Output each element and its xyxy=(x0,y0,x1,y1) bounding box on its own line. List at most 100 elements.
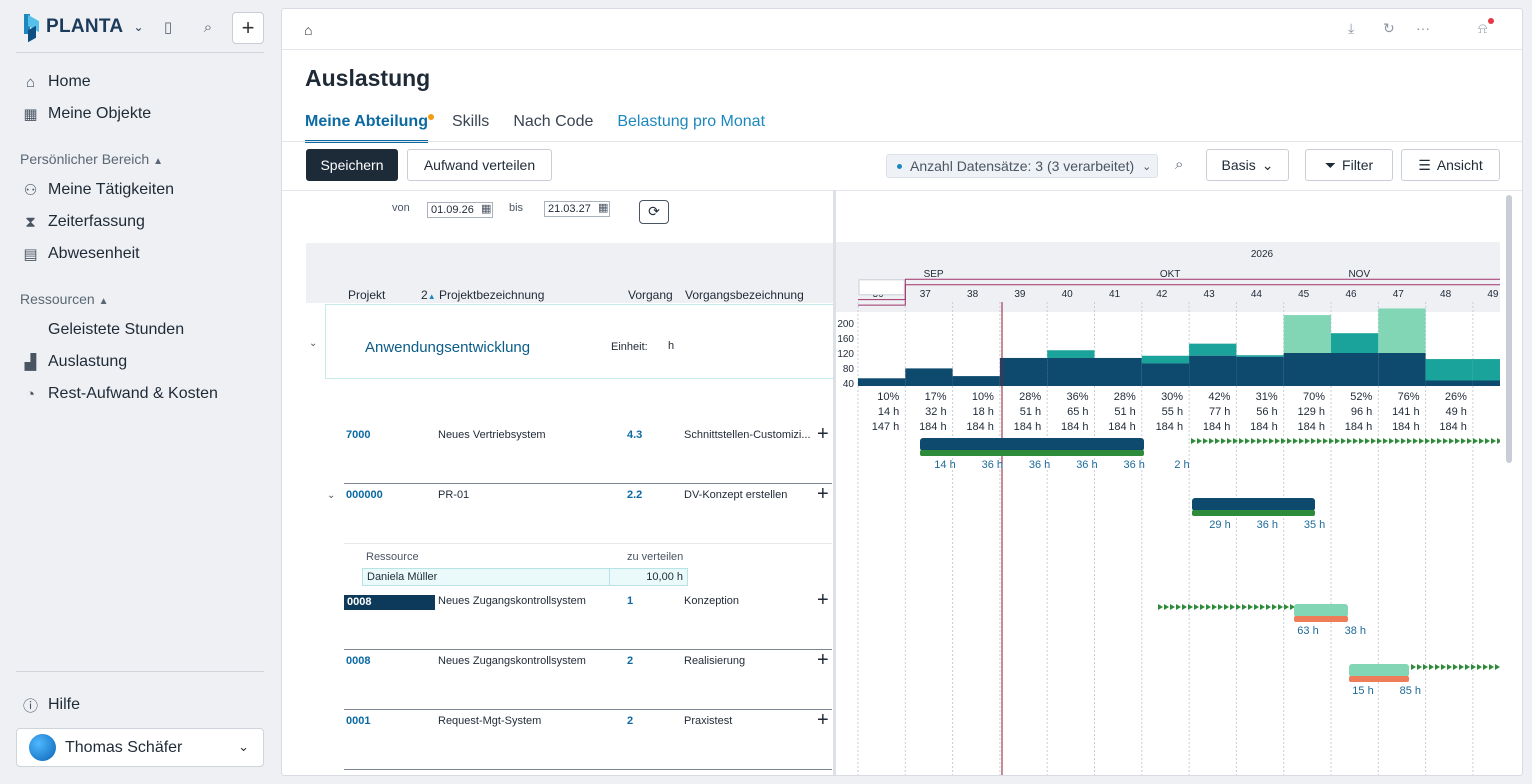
task-bar xyxy=(1192,498,1315,511)
project-code[interactable]: 0001 xyxy=(346,715,371,727)
add-row-icon[interactable]: + xyxy=(817,589,829,611)
planta-logo[interactable]: PLANTA ⌄ xyxy=(24,14,144,43)
distribute-value[interactable]: 10,00 h xyxy=(646,571,683,583)
vertical-scrollbar[interactable] xyxy=(1506,195,1512,463)
chevron-down-icon: ⌄ xyxy=(1142,160,1152,173)
nav-auslastung[interactable]: ▟ Auslastung xyxy=(22,350,127,374)
divider xyxy=(16,52,264,53)
project-code[interactable]: 7000 xyxy=(346,429,371,441)
task-bar-base xyxy=(920,450,1144,456)
divider xyxy=(282,141,1522,142)
calendar-icon[interactable]: ▦ xyxy=(598,202,609,214)
progress-arrow xyxy=(1281,438,1286,444)
view-button[interactable]: ☰ Ansicht xyxy=(1401,149,1500,181)
project-code[interactable]: 0008 xyxy=(346,655,371,667)
bell-icon[interactable]: ⍾ xyxy=(1478,20,1488,36)
add-button[interactable]: + xyxy=(232,12,264,44)
nav-hilfe[interactable]: ⓘ Hilfe xyxy=(22,693,80,717)
filter-button[interactable]: ⏷ Filter xyxy=(1305,149,1393,181)
refresh-icon[interactable]: ↻ xyxy=(1383,20,1395,36)
task-bar-base xyxy=(1349,676,1409,682)
chevron-down-icon[interactable]: ⌄ xyxy=(309,338,318,349)
col-vorgangsbezeichnung[interactable]: Vorgangsbezeichnung xyxy=(685,288,804,302)
divider xyxy=(609,569,610,585)
tab-nach-code[interactable]: Nach Code xyxy=(513,113,593,143)
progress-arrow xyxy=(1218,604,1223,610)
distribute-effort-button[interactable]: Aufwand verteilen xyxy=(407,149,552,181)
project-name: Neues Zugangskontrollsystem xyxy=(438,655,586,667)
capacity-value: 56 h xyxy=(1256,406,1277,418)
nav-meine-taetigkeiten[interactable]: ⚇ Meine Tätigkeiten xyxy=(22,178,174,202)
basis-dropdown[interactable]: Basis ⌄ xyxy=(1206,149,1289,181)
tab-label: Skills xyxy=(451,113,490,130)
nav-rest-aufwand[interactable]: ◔ Rest-Aufwand & Kosten xyxy=(22,382,218,406)
search-icon[interactable]: ⌕ xyxy=(203,19,213,36)
nav-zeiterfassung[interactable]: ⧗ Zeiterfassung xyxy=(22,210,145,234)
progress-arrow xyxy=(1489,664,1494,670)
task-code[interactable]: 2 xyxy=(627,715,634,727)
nav-home[interactable]: ⌂ Home xyxy=(22,70,91,94)
chevron-down-icon[interactable]: ⌄ xyxy=(133,20,144,34)
progress-arrow xyxy=(1299,438,1304,444)
more-icon[interactable]: ··· xyxy=(1416,20,1430,36)
progress-arrow xyxy=(1242,604,1247,610)
week-label: 38 xyxy=(967,289,979,300)
section-label: Persönlicher Bereich xyxy=(20,151,150,167)
sort-indicator[interactable]: 2▲ xyxy=(421,288,436,302)
task-code[interactable]: 2 xyxy=(627,655,634,667)
nav-abwesenheit[interactable]: ▤ Abwesenheit xyxy=(22,242,140,266)
home-icon[interactable]: ⌂ xyxy=(304,22,313,38)
capacity-value: 30% xyxy=(1161,391,1183,403)
add-row-icon[interactable]: + xyxy=(817,423,829,445)
nav-geleistete-stunden[interactable]: Geleistete Stunden xyxy=(22,318,184,342)
capacity-line-upper xyxy=(858,278,1500,301)
save-button[interactable]: Speichern xyxy=(306,149,398,181)
refresh-button[interactable]: ⟳ xyxy=(639,200,669,224)
divider xyxy=(16,671,264,672)
task-code[interactable]: 2.2 xyxy=(627,489,643,501)
task-code[interactable]: 4.3 xyxy=(627,429,643,441)
pane-splitter[interactable] xyxy=(833,190,836,775)
nav-meine-objekte[interactable]: ▦ Meine Objekte xyxy=(22,102,151,126)
tab-label: Nach Code xyxy=(513,113,594,130)
section-resources[interactable]: Ressourcen ▲ xyxy=(20,291,109,307)
record-count-label: Anzahl Datensätze: 3 (3 verarbeitet) xyxy=(910,158,1135,174)
add-row-icon[interactable]: + xyxy=(817,649,829,671)
week-label: 45 xyxy=(1298,289,1310,300)
col-projekt[interactable]: Projekt xyxy=(348,288,386,302)
download-icon[interactable]: ⤓ xyxy=(1348,20,1355,36)
progress-arrow xyxy=(1341,438,1346,444)
record-count-dropdown[interactable]: Anzahl Datensätze: 3 (3 verarbeitet) ⌄ xyxy=(886,154,1158,178)
resource-row[interactable]: Daniela Müller 10,00 h xyxy=(362,568,688,586)
progress-arrow xyxy=(1323,438,1328,444)
project-code-selected[interactable]: 0008 xyxy=(344,595,435,610)
search-icon[interactable]: ⌕ xyxy=(1175,156,1184,173)
add-row-icon[interactable]: + xyxy=(817,483,829,505)
week-label: 46 xyxy=(1345,289,1357,300)
task-name: DV-Konzept erstellen xyxy=(684,489,788,501)
nav-label: Abwesenheit xyxy=(48,245,140,262)
calendar-icon[interactable]: ▦ xyxy=(481,203,492,215)
tab-belastung-pro-monat[interactable]: Belastung pro Monat xyxy=(617,113,765,143)
progress-arrow xyxy=(1477,664,1482,670)
load-bar-secondary xyxy=(1331,333,1379,353)
user-icon: ⚇ xyxy=(23,182,38,199)
task-code[interactable]: 1 xyxy=(627,595,634,607)
chevron-down-icon[interactable]: ⌄ xyxy=(327,490,336,501)
tab-meine-abteilung[interactable]: Meine Abteilung xyxy=(305,113,434,143)
capacity-value: 14 h xyxy=(878,406,899,418)
user-menu[interactable]: Thomas Schäfer ⌄ xyxy=(16,728,264,767)
progress-arrow xyxy=(1353,438,1358,444)
add-row-icon[interactable]: + xyxy=(817,709,829,731)
section-personal[interactable]: Persönlicher Bereich ▲ xyxy=(20,151,163,167)
from-date-input[interactable]: 01.09.26 xyxy=(427,202,493,218)
col-projektbezeichnung[interactable]: Projektbezeichnung xyxy=(439,288,545,302)
task-bar xyxy=(1349,664,1409,677)
panel-toggle-icon[interactable]: ▯ xyxy=(163,19,173,36)
unit-label: Einheit: xyxy=(611,341,648,353)
tab-skills[interactable]: Skills xyxy=(452,113,489,143)
to-date-input[interactable]: 21.03.27 xyxy=(544,201,610,217)
capacity-value: 18 h xyxy=(972,406,993,418)
col-vorgang[interactable]: Vorgang xyxy=(628,288,673,302)
project-code[interactable]: 000000 xyxy=(346,489,383,501)
